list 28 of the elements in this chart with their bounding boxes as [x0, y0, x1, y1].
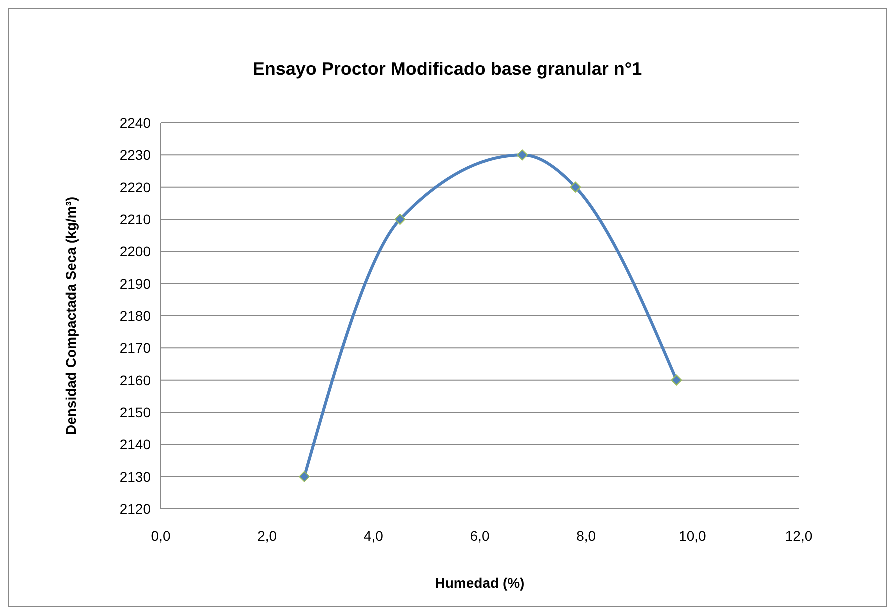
- point: [299, 471, 310, 482]
- point: [570, 182, 582, 193]
- y-tick-label: 2120: [120, 500, 152, 517]
- y-tick-label: 2160: [120, 372, 152, 388]
- y-tick-label: 2180: [120, 308, 152, 324]
- x-tick-label: 12,0: [785, 528, 813, 544]
- x-tick-label: 0,0: [151, 528, 171, 544]
- y-tick-label: 2170: [120, 340, 152, 356]
- point: [517, 150, 528, 161]
- y-tick-label: 2220: [120, 179, 152, 196]
- point: [671, 374, 682, 386]
- y-axis-title: Densidad Compactada Seca (kg/m³): [62, 196, 79, 436]
- y-tick-label: 2230: [120, 147, 152, 164]
- y-tick-label: 2130: [120, 468, 152, 485]
- chart-title: Ensayo Proctor Modificado base granular n°1: [252, 59, 644, 80]
- x-tick-label: 2,0: [258, 528, 278, 544]
- y-tick-label: 2140: [120, 436, 152, 453]
- x-axis-title: Humedad (%): [435, 575, 525, 591]
- y-tick-label: 2200: [120, 244, 152, 260]
- point: [394, 214, 406, 225]
- x-tick-label: 4,0: [364, 528, 384, 544]
- y-tick-label: 2190: [120, 276, 152, 292]
- x-tick-label: 6,0: [470, 528, 490, 544]
- x-tick-label: 8,0: [576, 528, 596, 544]
- y-tick-label: 2150: [120, 404, 152, 420]
- x-tick-label: 10,0: [679, 528, 707, 544]
- y-tick-label: 2240: [120, 114, 152, 131]
- y-tick-label: 2210: [120, 211, 152, 228]
